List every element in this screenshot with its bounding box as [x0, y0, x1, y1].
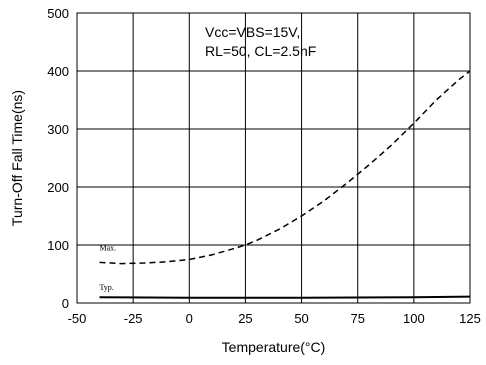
x-tick-label: 25	[238, 311, 252, 326]
series-label-typ: Typ.	[99, 283, 113, 292]
series-labels: Max. Typ.	[99, 243, 116, 292]
tick-labels: -50 -25 0 25 50 75 100 125 0 100 200 300 400 500	[47, 6, 481, 326]
y-tick-label: 400	[47, 64, 69, 79]
annotation-line-2: RL=50, CL=2.5nF	[205, 43, 316, 59]
x-tick-label: 50	[294, 311, 308, 326]
x-tick-label: -25	[124, 311, 143, 326]
series-layer	[99, 70, 471, 299]
series-line-max	[99, 70, 471, 265]
series-line-typ	[99, 295, 471, 299]
x-tick-label: -50	[68, 311, 87, 326]
x-tick-label: 0	[186, 311, 193, 326]
y-tick-label: 100	[47, 238, 69, 253]
y-tick-label: 300	[47, 122, 69, 137]
x-tick-label: 100	[403, 311, 425, 326]
plot-frame	[76, 12, 471, 304]
x-tick-label: 75	[350, 311, 364, 326]
y-tick-label: 0	[62, 296, 69, 311]
series-label-max: Max.	[99, 243, 116, 252]
y-tick-label: 200	[47, 180, 69, 195]
annotation-line-1: Vcc=VBS=15V,	[205, 24, 300, 40]
y-axis-label: Turn-Off Fall Time(ns)	[9, 90, 25, 226]
x-axis-label: Temperature(°C)	[222, 339, 326, 355]
grid	[77, 13, 470, 303]
y-tick-label: 500	[47, 6, 69, 21]
x-tick-label: 125	[459, 311, 481, 326]
